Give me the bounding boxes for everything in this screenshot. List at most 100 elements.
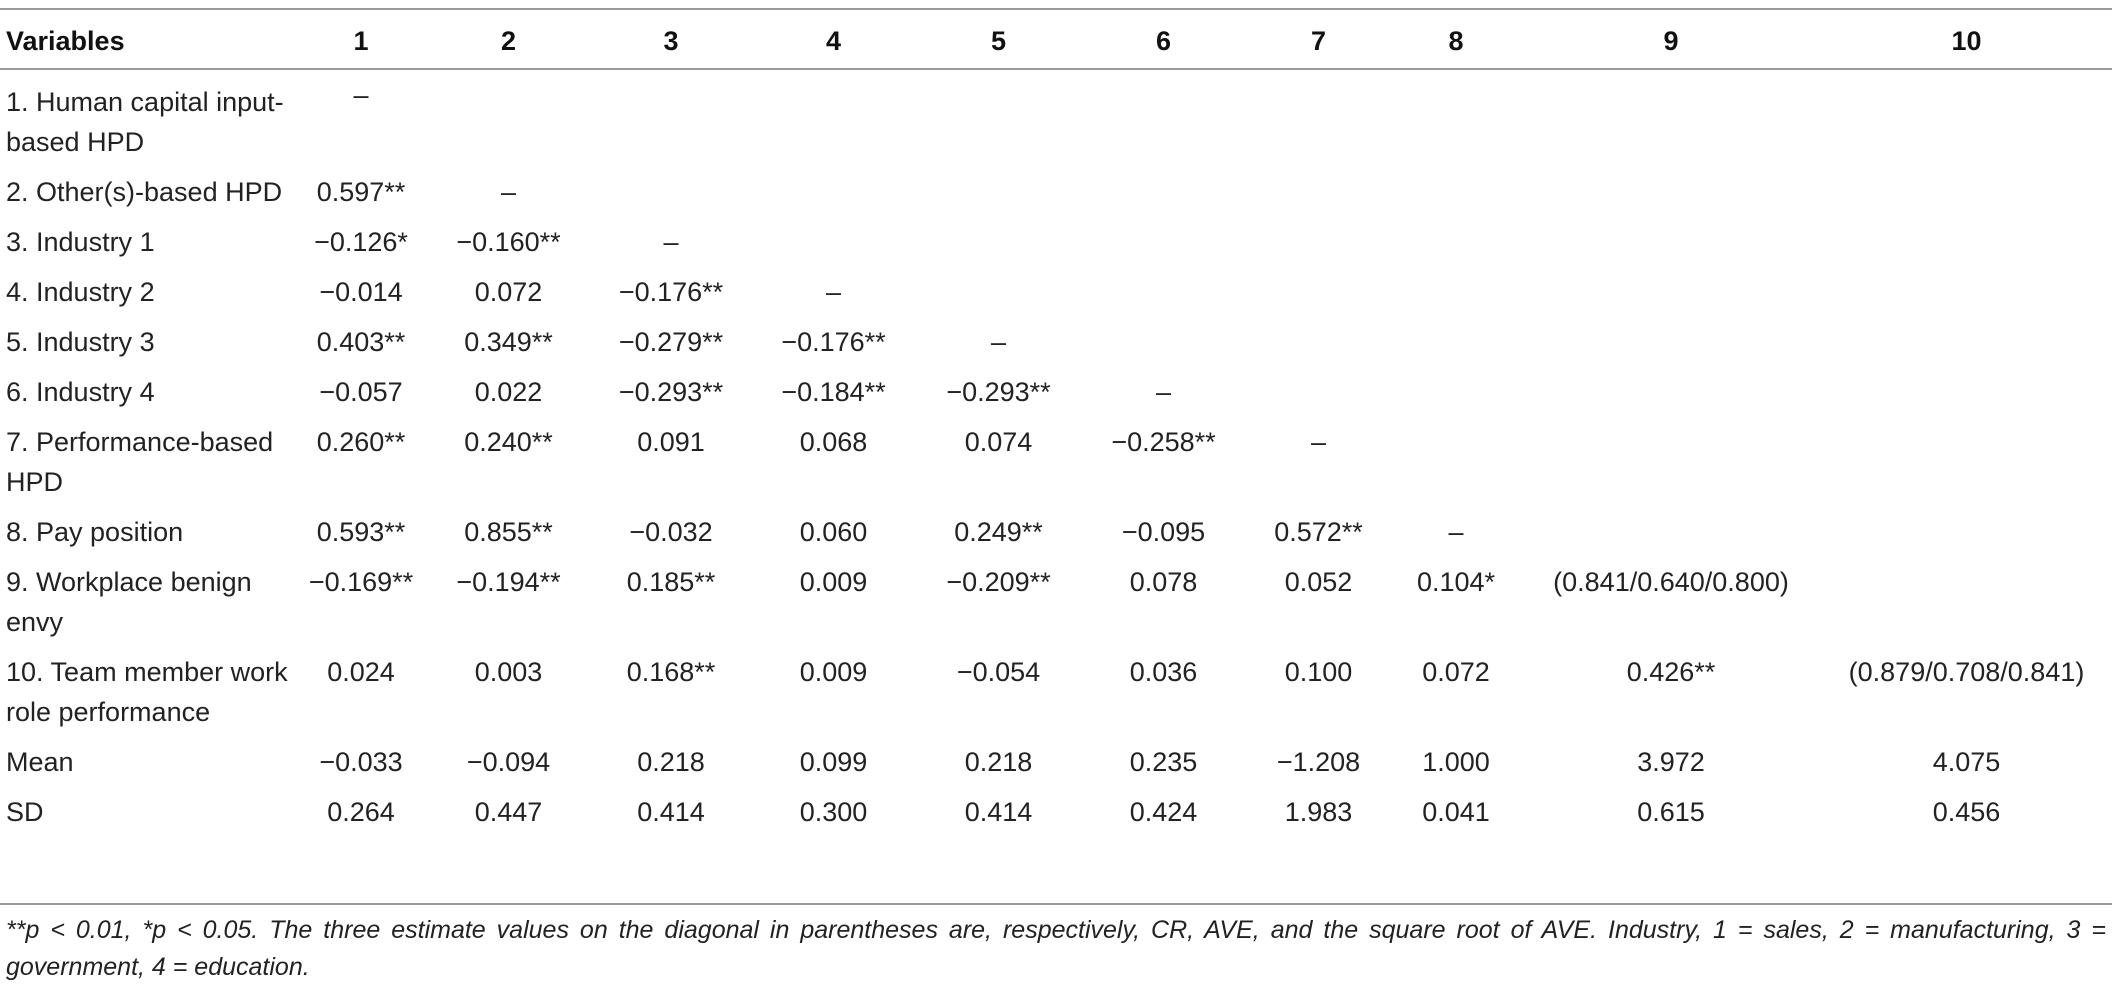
cell-col-2: 0.003 bbox=[474, 657, 543, 687]
bottom-rule bbox=[0, 903, 2112, 905]
table-row: 4. Industry 2 −0.014 0.072 −0.176** – bbox=[0, 267, 2112, 317]
cell-col-9: 3.972 bbox=[1637, 747, 1705, 777]
cell-col-7: 0.052 bbox=[1284, 567, 1353, 597]
cell-col-4 bbox=[751, 69, 916, 167]
cell-col-5: 0.074 bbox=[964, 427, 1033, 457]
cell-col-10 bbox=[1821, 557, 2112, 647]
header-col-2: 2 bbox=[500, 26, 517, 56]
cell-col-8: 1.000 bbox=[1422, 747, 1490, 777]
cell-col-8 bbox=[1391, 317, 1521, 367]
cell-col-10 bbox=[1821, 217, 2112, 267]
row-label: 5. Industry 3 bbox=[6, 327, 155, 357]
cell-col-4: −0.176** bbox=[781, 327, 886, 357]
cell-col-2: 0.855** bbox=[464, 517, 553, 547]
cell-col-9 bbox=[1521, 267, 1821, 317]
cell-col-9: 0.615 bbox=[1637, 797, 1705, 827]
cell-col-6: – bbox=[1155, 377, 1172, 407]
cell-col-8 bbox=[1391, 417, 1521, 507]
row-label: 2. Other(s)-based HPD bbox=[6, 177, 283, 207]
cell-col-8 bbox=[1391, 167, 1521, 217]
cell-col-9 bbox=[1521, 507, 1821, 557]
header-col-10: 10 bbox=[1951, 26, 1982, 56]
cell-col-4: −0.184** bbox=[781, 377, 886, 407]
table-row: SD 0.264 0.447 0.414 0.300 0.414 0.424 1.983 0.0… bbox=[0, 787, 2112, 837]
cell-col-10 bbox=[1821, 367, 2112, 417]
cell-col-8: 0.041 bbox=[1422, 797, 1490, 827]
row-label: 6. Industry 4 bbox=[6, 377, 155, 407]
table-row: 1. Human capital input-based HPD – bbox=[0, 69, 2112, 167]
cell-col-7 bbox=[1246, 217, 1391, 267]
table-row: Mean −0.033 −0.094 0.218 0.099 0.218 0.235 −1.2… bbox=[0, 737, 2112, 787]
cell-col-8: 0.072 bbox=[1422, 657, 1490, 687]
header-col-6: 6 bbox=[1155, 26, 1172, 56]
cell-col-10 bbox=[1821, 167, 2112, 217]
table-row: 9. Workplace benign envy −0.169** −0.194**… bbox=[0, 557, 2112, 647]
cell-col-3: 0.168** bbox=[626, 657, 716, 687]
cell-col-2: 0.447 bbox=[474, 797, 543, 827]
cell-col-9 bbox=[1521, 167, 1821, 217]
cell-col-3 bbox=[591, 69, 751, 167]
cell-col-9 bbox=[1521, 367, 1821, 417]
cell-col-1: −0.033 bbox=[319, 747, 403, 777]
cell-col-9 bbox=[1521, 417, 1821, 507]
cell-col-3: – bbox=[663, 227, 679, 257]
cell-col-8 bbox=[1391, 367, 1521, 417]
cell-col-2 bbox=[426, 69, 591, 167]
table-row: 6. Industry 4 −0.057 0.022 −0.293** −0.184**… bbox=[0, 367, 2112, 417]
cell-col-6: −0.258** bbox=[1111, 427, 1216, 457]
cell-col-9 bbox=[1521, 317, 1821, 367]
cell-col-6: 0.078 bbox=[1129, 567, 1198, 597]
cell-col-9 bbox=[1521, 69, 1821, 167]
cell-col-4: 0.009 bbox=[799, 657, 868, 687]
cell-col-4: 0.060 bbox=[799, 517, 868, 547]
cell-col-3 bbox=[591, 167, 751, 217]
cell-col-7 bbox=[1246, 167, 1391, 217]
cell-col-3: 0.218 bbox=[637, 747, 705, 777]
cell-col-9 bbox=[1521, 217, 1821, 267]
cell-col-1: 0.260** bbox=[316, 427, 406, 457]
cell-col-1: – bbox=[353, 80, 369, 110]
cell-col-10 bbox=[1821, 317, 2112, 367]
cell-col-2: 0.072 bbox=[474, 277, 543, 307]
cell-col-1: 0.264 bbox=[327, 797, 395, 827]
cell-col-2: −0.094 bbox=[466, 747, 551, 777]
cell-col-5: – bbox=[990, 327, 1007, 357]
cell-col-10 bbox=[1821, 417, 2112, 507]
cell-col-3: 0.185** bbox=[626, 567, 716, 597]
cell-col-1: −0.057 bbox=[319, 377, 403, 407]
cell-col-5: 0.218 bbox=[964, 747, 1033, 777]
cell-col-4: 0.009 bbox=[799, 567, 868, 597]
cell-col-5: −0.054 bbox=[956, 657, 1041, 687]
cell-col-4 bbox=[751, 217, 916, 267]
cell-col-4: – bbox=[825, 277, 842, 307]
cell-col-8: – bbox=[1448, 517, 1464, 547]
cell-col-7 bbox=[1246, 267, 1391, 317]
top-rule bbox=[0, 8, 2112, 10]
cell-col-5 bbox=[916, 217, 1081, 267]
cell-col-7: 0.572** bbox=[1274, 517, 1363, 547]
row-label: 7. Performance-based HPD bbox=[6, 427, 274, 497]
cell-col-3: 0.091 bbox=[637, 427, 705, 457]
cell-col-4: 0.068 bbox=[799, 427, 868, 457]
cell-col-6 bbox=[1081, 317, 1246, 367]
cell-col-8: 0.104* bbox=[1416, 567, 1496, 597]
cell-col-9: 0.426** bbox=[1626, 657, 1716, 687]
header-col-3: 3 bbox=[663, 26, 679, 56]
cell-col-8 bbox=[1391, 217, 1521, 267]
cell-col-2: – bbox=[500, 177, 517, 207]
cell-col-3: 0.414 bbox=[637, 797, 705, 827]
cell-col-6 bbox=[1081, 217, 1246, 267]
cell-col-7: −1.208 bbox=[1276, 747, 1361, 777]
cell-col-8 bbox=[1391, 267, 1521, 317]
table-footnote: **p < 0.01, *p < 0.05. The three estimat… bbox=[6, 916, 2106, 981]
cell-col-2: 0.240** bbox=[464, 427, 553, 457]
cell-col-9: (0.841/0.640/0.800) bbox=[1553, 567, 1789, 597]
row-label: 8. Pay position bbox=[6, 517, 184, 547]
cell-col-1: 0.403** bbox=[316, 327, 406, 357]
cell-col-3: −0.032 bbox=[629, 517, 713, 547]
cell-col-6: −0.095 bbox=[1121, 517, 1206, 547]
cell-col-1: 0.593** bbox=[316, 517, 406, 547]
cell-col-1: −0.169** bbox=[308, 567, 414, 597]
cell-col-2: −0.194** bbox=[456, 567, 561, 597]
cell-col-5: 0.414 bbox=[964, 797, 1033, 827]
